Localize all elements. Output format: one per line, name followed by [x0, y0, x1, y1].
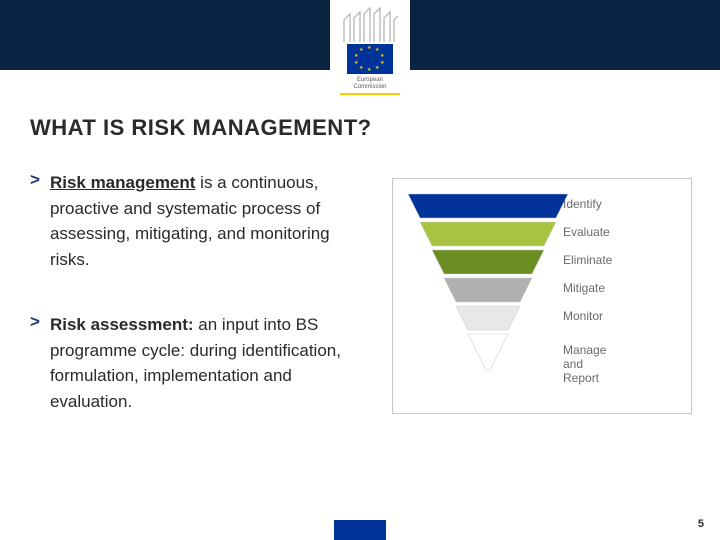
eu-flag-icon: ★ ★ ★ ★ ★ ★ ★ ★ ★ ★: [347, 44, 393, 74]
funnel-layer-label: Monitor: [563, 309, 603, 323]
slide-title: WHAT IS RISK MANAGEMENT?: [30, 115, 372, 141]
bullet-text: Risk assessment: an input into BS progra…: [50, 312, 350, 414]
footer-flag-icon: [334, 520, 386, 540]
ec-logo: ★ ★ ★ ★ ★ ★ ★ ★ ★ ★ European Commission: [330, 0, 410, 98]
bullet-list: > Risk management is a continuous, proac…: [30, 170, 350, 454]
bullet-marker: >: [30, 170, 40, 272]
bullet-item: > Risk management is a continuous, proac…: [30, 170, 350, 272]
logo-building-icon: [340, 4, 400, 42]
funnel-layer-label: Evaluate: [563, 225, 610, 239]
funnel-layer-label: Mitigate: [563, 281, 605, 295]
bullet-marker: >: [30, 312, 40, 414]
funnel-layer-label: Eliminate: [563, 253, 612, 267]
bullet-item: > Risk assessment: an input into BS prog…: [30, 312, 350, 414]
funnel-shape: [403, 189, 573, 409]
page-number: 5: [698, 518, 704, 530]
bullet-text: Risk management is a continuous, proacti…: [50, 170, 350, 272]
logo-text: European Commission: [353, 77, 386, 90]
funnel-layer-label: Identify: [563, 197, 602, 211]
funnel-layer-label: Manage and Report: [563, 343, 606, 385]
logo-underline: [340, 93, 400, 95]
funnel-diagram: Identify Evaluate Eliminate Mitigate Monitor…: [392, 178, 692, 414]
